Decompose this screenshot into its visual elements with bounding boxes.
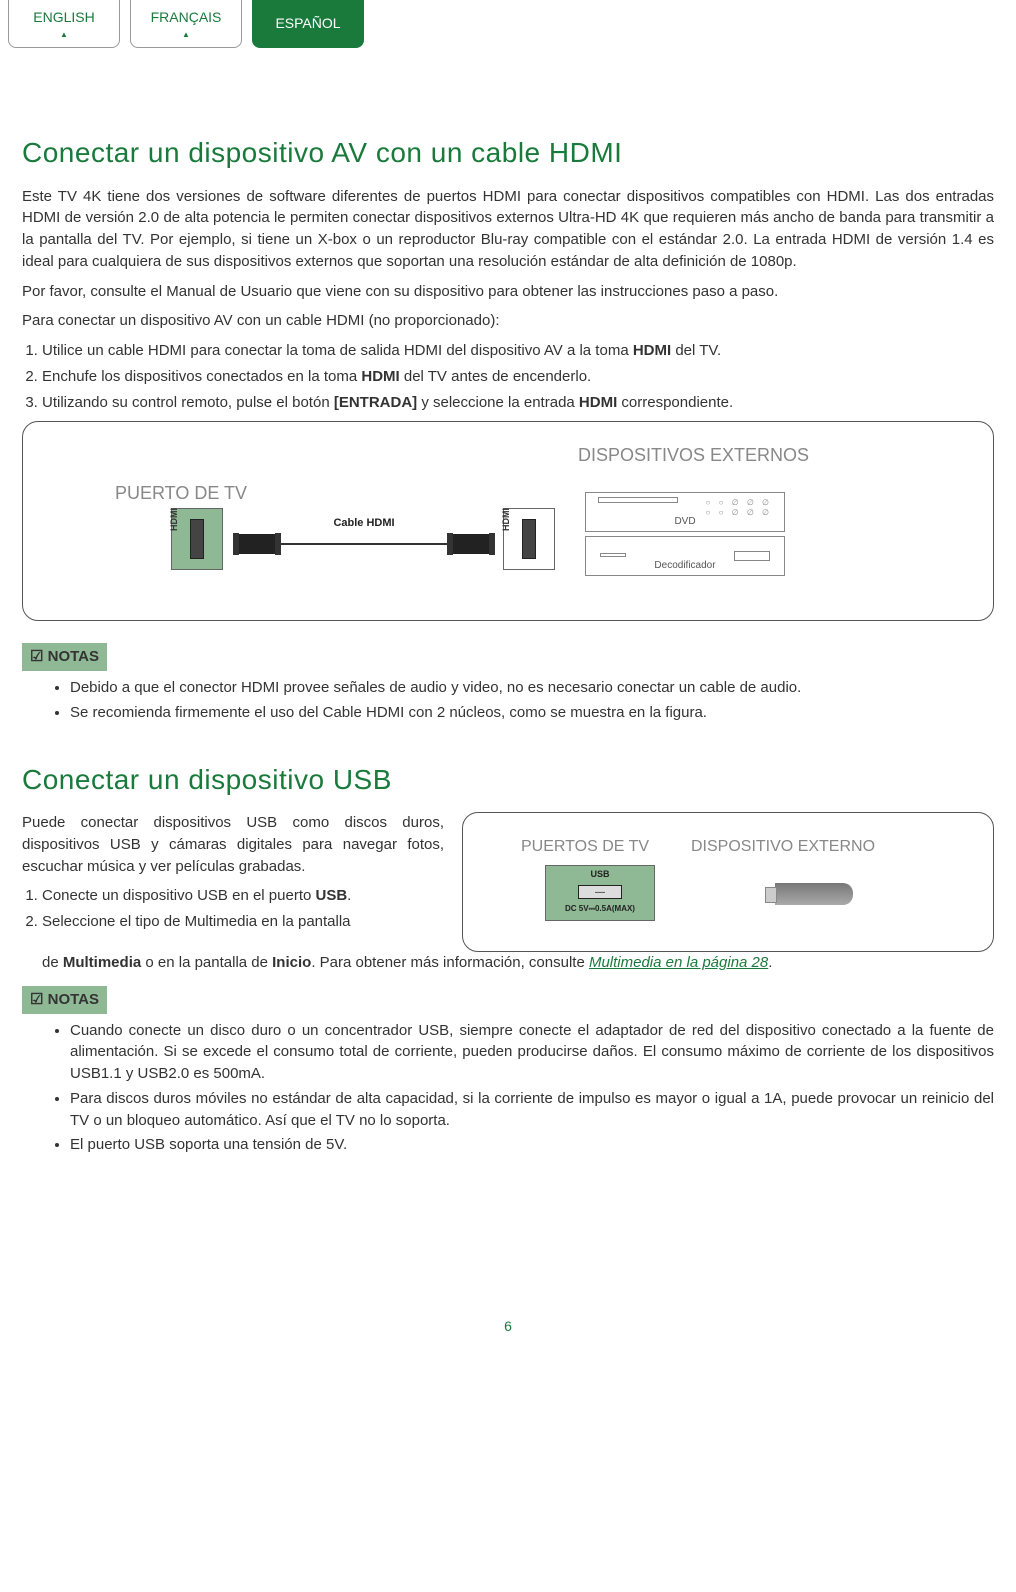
usb-step-2: Seleccione el tipo de Multimedia en la p… (42, 911, 444, 933)
hdmi-notes: Debido a que el conector HDMI provee señ… (22, 677, 994, 724)
usb-step-1: Conecte un dispositivo USB en el puerto … (42, 885, 444, 907)
hdmi-paragraph-2: Por favor, consulte el Manual de Usuario… (22, 281, 994, 303)
usb-text-column: Puede conectar dispositivos USB como dis… (22, 812, 444, 941)
label-puerto-tv: PUERTO DE TV (115, 480, 247, 506)
language-tabs: ENGLISH ▲ FRANÇAIS ▲ ESPAÑOL (0, 0, 1016, 48)
dvd-player-icon: ○ ○ ∅ ∅ ∅ ○ ○ ∅ ∅ ∅ DVD (585, 492, 785, 532)
tab-arrow-icon: ▲ (182, 29, 190, 41)
tab-espanol-label: ESPAÑOL (275, 13, 340, 33)
hdmi-cable-icon: Cable HDMI (239, 534, 489, 554)
usb-stick-icon (775, 883, 853, 905)
usb-step-2-continuation: de Multimedia o en la pantalla de Inicio… (42, 952, 994, 974)
usb-notes: Cuando conecte un disco duro o un concen… (22, 1020, 994, 1157)
notas-tag-usb: NOTAS (22, 986, 107, 1014)
section-title-usb: Conectar un dispositivo USB (22, 760, 994, 801)
usb-note-2: Para discos duros móviles no estándar de… (70, 1088, 994, 1132)
hdmi-port-tv-icon: HDMI (171, 508, 223, 570)
hdmi-note-2: Se recomienda firmemente el uso del Cabl… (70, 702, 994, 724)
hdmi-diagram: PUERTO DE TV DISPOSITIVOS EXTERNOS HDMI … (22, 421, 994, 621)
usb-steps: Conecte un dispositivo USB en el puerto … (22, 885, 444, 933)
label-dispositivos-externos: DISPOSITIVOS EXTERNOS (578, 442, 809, 468)
hdmi-paragraph-1: Este TV 4K tiene dos versiones de softwa… (22, 186, 994, 273)
usb-note-1: Cuando conecte un disco duro o un concen… (70, 1020, 994, 1085)
hdmi-step-1: Utilice un cable HDMI para conectar la t… (42, 340, 994, 362)
tab-francais[interactable]: FRANÇAIS ▲ (130, 0, 242, 48)
usb-paragraph-1: Puede conectar dispositivos USB como dis… (22, 812, 444, 877)
label-dispositivo-externo: DISPOSITIVO EXTERNO (691, 835, 875, 858)
usb-diagram: PUERTOS DE TV DISPOSITIVO EXTERNO USB DC… (462, 812, 994, 952)
section-title-hdmi: Conectar un dispositivo AV con un cable … (22, 133, 994, 174)
hdmi-paragraph-3: Para conectar un dispositivo AV con un c… (22, 310, 994, 332)
tab-espanol[interactable]: ESPAÑOL (252, 0, 364, 48)
usb-section: Puede conectar dispositivos USB como dis… (22, 812, 994, 952)
hdmi-step-2: Enchufe los dispositivos conectados en l… (42, 366, 994, 388)
page-content: Conectar un dispositivo AV con un cable … (0, 133, 1016, 1336)
hdmi-note-1: Debido a que el conector HDMI provee señ… (70, 677, 994, 699)
multimedia-link[interactable]: Multimedia en la página 28 (589, 954, 768, 971)
hdmi-port-device-icon: HDMI (503, 508, 555, 570)
hdmi-steps: Utilice un cable HDMI para conectar la t… (22, 340, 994, 413)
notas-tag: NOTAS (22, 643, 107, 671)
page-number: 6 (22, 1316, 994, 1336)
usb-port-icon: USB DC 5V⎓0.5A(MAX) (545, 865, 655, 921)
set-top-box-icon: Decodificador (585, 536, 785, 576)
tab-english[interactable]: ENGLISH ▲ (8, 0, 120, 48)
tab-arrow-icon: ▲ (60, 29, 68, 41)
tab-english-label: ENGLISH (33, 7, 94, 27)
external-devices-icon: ○ ○ ∅ ∅ ∅ ○ ○ ∅ ∅ ∅ DVD Decodificador (585, 492, 785, 580)
hdmi-step-3: Utilizando su control remoto, pulse el b… (42, 392, 994, 414)
label-puertos-tv: PUERTOS DE TV (521, 835, 649, 858)
usb-note-3: El puerto USB soporta una tensión de 5V. (70, 1134, 994, 1156)
tab-francais-label: FRANÇAIS (151, 7, 222, 27)
